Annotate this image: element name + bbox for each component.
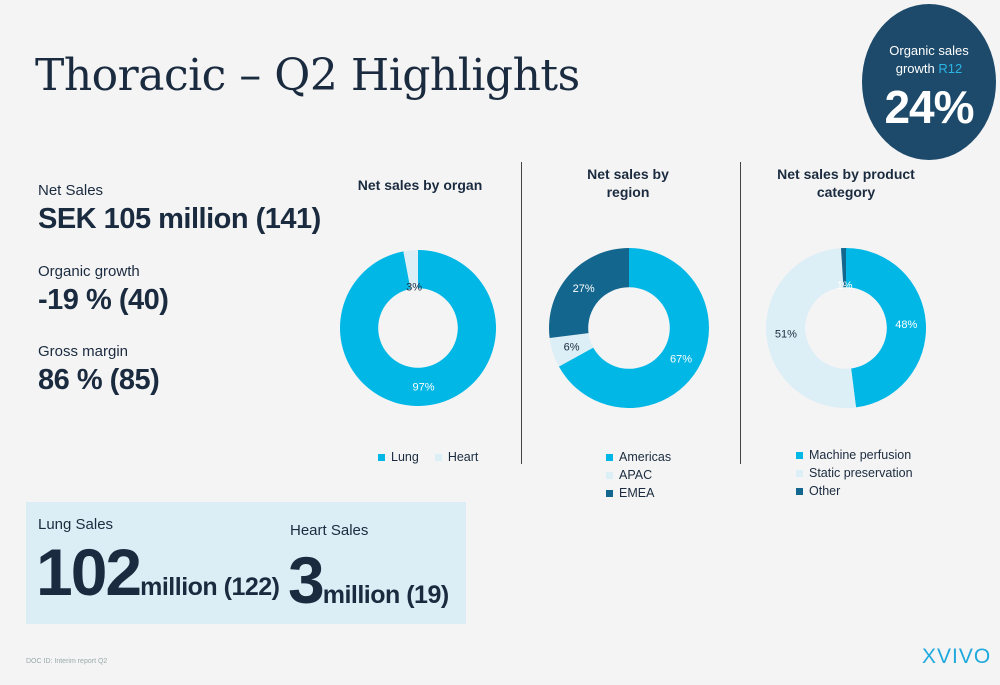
kpi-organic-growth-label: Organic growth [38,263,140,280]
legend-swatch [796,469,803,477]
divider [740,162,741,464]
kpi-gross-margin-label: Gross margin [38,343,129,360]
footer-doc-id: DOC ID: Interim report Q2 [26,658,108,665]
legend-item: Lung [378,450,419,464]
legend-item: APAC [606,466,671,484]
donut-chart-organ: 97% 3% [340,250,496,406]
legend-label: Heart [447,450,479,464]
legend-label: Static preservation [809,466,913,480]
legend-item: Static preservation [796,464,913,482]
donut-slice [549,248,629,339]
kpi-organic-growth-value: -19 % (40) [38,284,169,316]
lung-sales-suffix: million (122) [140,573,280,601]
donut-slice [558,248,709,408]
legend-label: APAC [619,468,653,482]
donut-data-label: 27% [573,283,595,295]
organic-growth-badge: Organic sales growth R12 24% [862,4,996,160]
legend-label: Other [809,484,841,498]
legend-item: Americas [606,448,671,466]
divider [521,162,522,464]
legend-item: Heart [434,450,479,464]
legend-label: EMEA [619,486,655,500]
legend-swatch [796,487,803,495]
legend-item: Machine perfusion [796,446,913,464]
donut-slice [840,248,846,288]
chart-title-region: Net sales by region [587,166,669,200]
kpi-net-sales-label: Net Sales [38,182,104,199]
donut-data-label: 1% [837,280,853,292]
badge-label: Organic sales growth R12 [862,42,996,78]
legend-swatch [434,453,442,461]
chart-title-organ: Net sales by organ [357,177,483,193]
legend-item: Other [796,482,913,500]
donut-data-label: 51% [775,329,797,341]
donut-data-label: 97% [413,382,435,394]
sales-box: Lung Sales 102million (122) Heart Sales … [26,502,466,624]
donut-data-label: 6% [564,342,580,354]
donut-chart-region: 67% 6% 27% [549,248,709,408]
donut-slice [549,333,594,367]
lung-sales-value: 102million (122) [36,534,280,610]
chart-title-product: Net sales by product category [777,166,915,200]
heart-sales-label: Heart Sales [290,522,369,539]
legend-swatch [606,489,613,497]
badge-label-line1: Organic sales [889,43,969,58]
heart-sales-suffix: million (19) [322,581,449,609]
donut-slice [403,250,418,289]
legend-swatch [796,451,803,459]
legend-item: EMEA [606,484,671,502]
badge-label-r12: R12 [938,61,963,76]
legend-swatch [606,471,613,479]
kpi-gross-margin-value: 86 % (85) [38,364,160,396]
heart-sales-number: 3 [288,543,325,617]
badge-label-line2: growth [895,61,939,76]
legend-region: Americas APAC EMEA [606,448,671,502]
legend-label: Lung [391,450,419,464]
legend-swatch [378,453,385,461]
lung-sales-number: 102 [36,535,142,609]
donut-slice [766,248,857,408]
legend-swatch [606,453,613,461]
heart-sales-value: 3million (19) [288,542,449,618]
donut-data-label: 67% [670,354,692,366]
lung-sales-label: Lung Sales [38,516,114,533]
legend-organ: Lung Heart [378,450,478,464]
page-title: Thoracic – Q2 Highlights [35,50,580,101]
donut-chart-product: 48% 51% 1% [766,248,927,408]
xvivo-logo: XVIVO [922,645,992,668]
badge-value: 24% [884,81,974,133]
donut-data-label: 3% [406,281,422,293]
legend-product: Machine perfusion Static preservation Ot… [796,446,913,500]
donut-slice [340,250,496,406]
legend-label: Machine perfusion [809,448,912,462]
donut-slice [846,248,927,408]
donut-data-label: 48% [895,319,917,331]
legend-label: Americas [619,450,672,464]
kpi-net-sales-value: SEK 105 million (141) [38,203,321,235]
